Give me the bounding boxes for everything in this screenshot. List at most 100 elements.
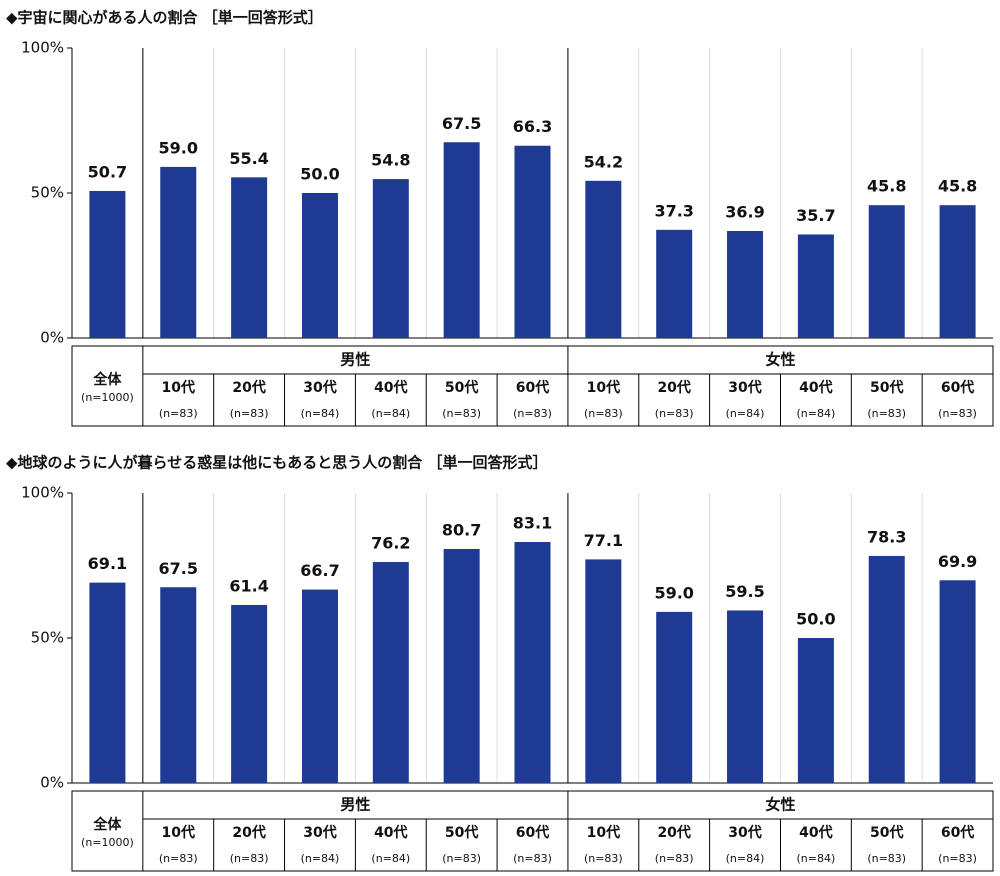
value-label: 66.3 [513,117,552,136]
value-label: 45.8 [938,177,977,196]
value-label: 59.5 [725,582,764,601]
bar [443,142,480,338]
value-label: 69.9 [938,552,977,571]
value-label: 67.5 [159,559,198,578]
value-label: 50.0 [796,610,835,629]
category-label: 20代 [232,379,265,396]
bar [301,193,338,338]
value-label: 76.2 [371,534,410,553]
value-label: 83.1 [513,514,552,533]
overall-sample-size: (n=1000) [81,391,134,404]
category-label: 50代 [445,379,478,396]
sample-size: (n=83) [513,407,552,420]
bar [514,542,551,783]
y-tick-label: 50% [31,629,64,647]
value-label: 35.7 [796,206,835,225]
bar [89,190,126,338]
sample-size: (n=83) [655,852,694,865]
bar [939,580,976,783]
bar [656,229,693,338]
value-label: 59.0 [654,583,693,602]
value-label: 80.7 [442,520,481,539]
overall-label: 全体 [92,371,122,388]
category-label: 60代 [941,824,974,841]
category-label: 10代 [162,824,195,841]
bar [514,145,551,338]
category-label: 10代 [162,379,195,396]
category-label: 50代 [870,824,903,841]
value-label: 59.0 [159,138,198,157]
bar [160,587,197,783]
sample-size: (n=84) [301,852,340,865]
sample-size: (n=83) [230,852,269,865]
value-label: 61.4 [229,576,268,595]
bar [89,582,126,783]
table-frame [71,790,994,872]
bar [301,589,338,783]
category-label: 30代 [728,824,761,841]
bar [231,604,268,783]
category-label: 10代 [587,379,620,396]
y-tick-label: 0% [40,329,64,347]
bar [656,611,693,783]
category-label: 60代 [516,824,549,841]
category-label: 20代 [232,824,265,841]
category-label: 40代 [374,824,407,841]
bar [727,230,764,338]
y-tick-label: 100% [21,484,64,502]
chart-title: ◆地球のように人が暮らせる惑星は他にもあると思う人の割合 ［単一回答形式］ [6,454,547,472]
group-label: 女性 [765,796,795,814]
value-label: 37.3 [654,201,693,220]
category-label: 10代 [587,824,620,841]
sample-size: (n=83) [655,407,694,420]
bar [585,559,622,783]
sample-size: (n=83) [867,852,906,865]
y-tick-label: 0% [40,774,64,792]
category-label: 30代 [303,379,336,396]
value-label: 67.5 [442,114,481,133]
bar [797,638,834,783]
category-label: 50代 [445,824,478,841]
category-label: 20代 [657,379,690,396]
sample-size: (n=84) [371,407,410,420]
sample-size: (n=84) [796,407,835,420]
sample-size: (n=84) [726,407,765,420]
chart-title: ◆宇宙に関心がある人の割合 ［単一回答形式］ [6,9,323,27]
sample-size: (n=83) [159,852,198,865]
bar [868,555,905,783]
bar [939,205,976,338]
value-label: 50.0 [300,165,339,184]
category-label: 20代 [657,824,690,841]
sample-size: (n=83) [513,852,552,865]
value-label: 69.1 [88,554,127,573]
y-tick-label: 50% [31,184,64,202]
sample-size: (n=84) [796,852,835,865]
bar [372,179,409,338]
value-label: 36.9 [725,202,764,221]
value-label: 54.8 [371,151,410,170]
sample-size: (n=84) [371,852,410,865]
category-label: 40代 [799,379,832,396]
bar [727,610,764,783]
group-label: 男性 [340,796,370,814]
group-label: 女性 [765,351,795,369]
value-label: 50.7 [88,162,127,181]
sample-size: (n=83) [938,852,977,865]
bar [797,234,834,338]
sample-size: (n=83) [159,407,198,420]
sample-size: (n=83) [867,407,906,420]
category-label: 40代 [799,824,832,841]
category-label: 60代 [516,379,549,396]
sample-size: (n=84) [301,407,340,420]
sample-size: (n=83) [584,407,623,420]
value-label: 77.1 [584,531,623,550]
bar [160,166,197,338]
category-label: 30代 [728,379,761,396]
overall-label: 全体 [92,816,122,833]
category-label: 50代 [870,379,903,396]
sample-size: (n=83) [442,407,481,420]
group-label: 男性 [340,351,370,369]
sample-size: (n=83) [938,407,977,420]
y-tick-label: 100% [21,39,64,57]
bar [231,177,268,338]
